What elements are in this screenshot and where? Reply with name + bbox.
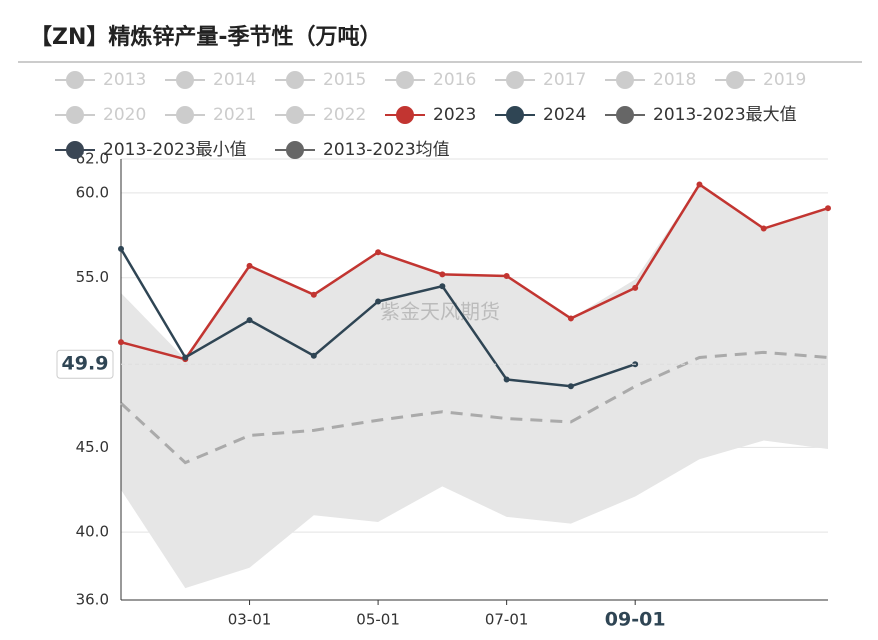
point [182, 354, 189, 361]
legend-item[interactable]: 2019 [715, 70, 806, 90]
x-tick-label: 03-01 [228, 611, 272, 629]
legend-label: 2016 [433, 70, 476, 90]
legend-dot [66, 141, 84, 159]
legend-item[interactable]: 2018 [605, 70, 696, 90]
pointer-label: 49.9 [62, 353, 109, 375]
x-tick-label: 09-01 [605, 609, 666, 631]
legend-dot [286, 141, 304, 159]
legend-item[interactable]: 2021 [165, 105, 256, 125]
point [439, 283, 446, 290]
legend-label: 2024 [543, 105, 586, 125]
legend-item[interactable]: 2022 [275, 105, 366, 125]
point [503, 376, 510, 383]
legend-label: 2015 [323, 70, 366, 90]
point [375, 298, 382, 305]
x-tick-label: 07-01 [485, 611, 529, 629]
legend-dot [66, 106, 84, 124]
legend-dot [396, 71, 414, 89]
legend-dot [506, 71, 524, 89]
y-tick-label: 40.0 [76, 523, 109, 541]
legend-dot [286, 71, 304, 89]
legend-dot [396, 106, 414, 124]
series-line [120, 182, 829, 361]
legend-item[interactable]: 2016 [385, 70, 476, 90]
legend-dot [506, 106, 524, 124]
y-tick-label: 60.0 [76, 183, 109, 201]
point [375, 249, 382, 256]
legend-dot [286, 106, 304, 124]
legend-item[interactable]: 2013-2023最大值 [605, 105, 797, 125]
point [760, 225, 767, 232]
point [632, 284, 639, 291]
legend-dot [616, 106, 634, 124]
legend-dot [616, 71, 634, 89]
legend-item[interactable]: 2024 [495, 105, 586, 125]
watermark: 紫金天风期货 [380, 300, 500, 324]
point [696, 181, 703, 188]
legend-dot [726, 71, 744, 89]
point [246, 317, 253, 324]
y-tick-label: 45.0 [76, 438, 109, 456]
point [567, 383, 574, 390]
legend-item[interactable]: 2023 [385, 105, 476, 125]
legend-item[interactable]: 2014 [165, 70, 256, 90]
point [825, 205, 831, 212]
legend-label: 2013-2023最大值 [653, 105, 797, 125]
legend-label: 2017 [543, 70, 586, 90]
legend-item[interactable]: 2020 [55, 105, 146, 125]
series-line [119, 350, 829, 465]
pointer-box [56, 349, 114, 379]
legend-dot [176, 71, 194, 89]
legend-label: 2020 [103, 105, 146, 125]
point [118, 339, 124, 346]
x-tick-label: 05-01 [356, 611, 400, 629]
y-tick-label: 55.0 [76, 268, 109, 286]
legend-item[interactable]: 2015 [275, 70, 366, 90]
legend-label: 2022 [323, 105, 366, 125]
point [503, 273, 510, 280]
y-tick-label: 62.0 [76, 150, 109, 168]
point [567, 315, 574, 322]
legend-item[interactable]: 2013-2023最小值 [55, 140, 247, 160]
legend-label: 2013 [103, 70, 146, 90]
point [310, 291, 317, 298]
legend-label: 2014 [213, 70, 256, 90]
legend-label: 2019 [763, 70, 806, 90]
legend-label: 2018 [653, 70, 696, 90]
legend-item[interactable]: 2017 [495, 70, 586, 90]
legend-label: 2021 [213, 105, 256, 125]
legend-dot [176, 106, 194, 124]
legend-label: 2013-2023均值 [323, 140, 450, 160]
point [118, 245, 124, 252]
legend-label: 2023 [433, 105, 476, 125]
chart-title: 【ZN】精炼锌产量-季节性（万吨） [30, 24, 382, 50]
legend-dot [66, 71, 84, 89]
legend-item[interactable]: 2013-2023均值 [275, 140, 450, 160]
point [439, 271, 446, 278]
band-area [121, 184, 828, 589]
point [246, 262, 253, 269]
point [310, 352, 317, 359]
legend-item[interactable]: 2013 [55, 70, 146, 90]
legend-label: 2013-2023最小值 [103, 140, 247, 160]
y-tick-label: 36.0 [76, 591, 109, 609]
